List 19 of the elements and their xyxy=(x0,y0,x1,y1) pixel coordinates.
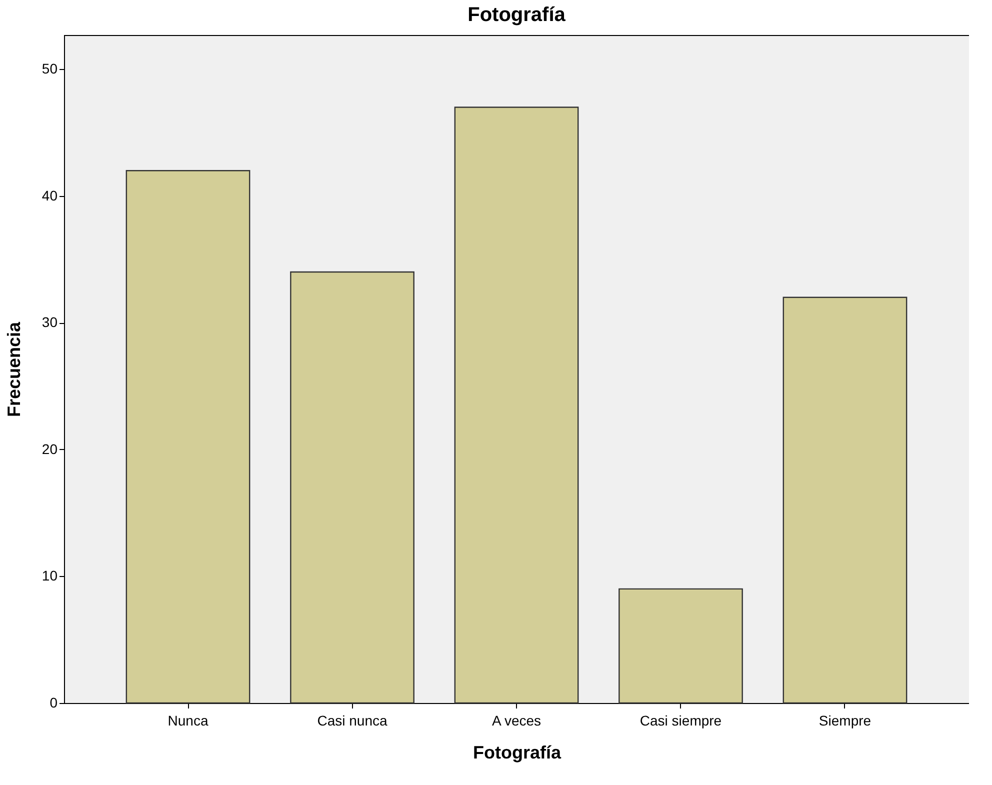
chart-title: Fotografía xyxy=(468,4,566,26)
bar xyxy=(618,588,743,704)
x-tick-label: A veces xyxy=(492,712,542,728)
y-tick-label: 0 xyxy=(50,694,58,710)
y-axis-title: Frecuencia xyxy=(4,320,24,418)
y-tick-label: 40 xyxy=(42,187,58,204)
x-tick-label: Siempre xyxy=(818,712,872,728)
bar xyxy=(290,271,414,704)
x-tick-label: Casi siempre xyxy=(640,712,722,728)
x-tick-label: Casi nunca xyxy=(317,712,388,728)
y-tick-label: 10 xyxy=(42,568,58,584)
y-tick-label: 20 xyxy=(42,440,58,457)
y-tick-label: 30 xyxy=(42,314,58,330)
y-tick-label: 50 xyxy=(42,60,58,77)
x-tick-label: Nunca xyxy=(168,712,208,728)
bar xyxy=(126,170,250,704)
bar xyxy=(454,106,579,704)
x-axis-title: Fotografía xyxy=(473,742,562,762)
bar xyxy=(782,296,908,704)
